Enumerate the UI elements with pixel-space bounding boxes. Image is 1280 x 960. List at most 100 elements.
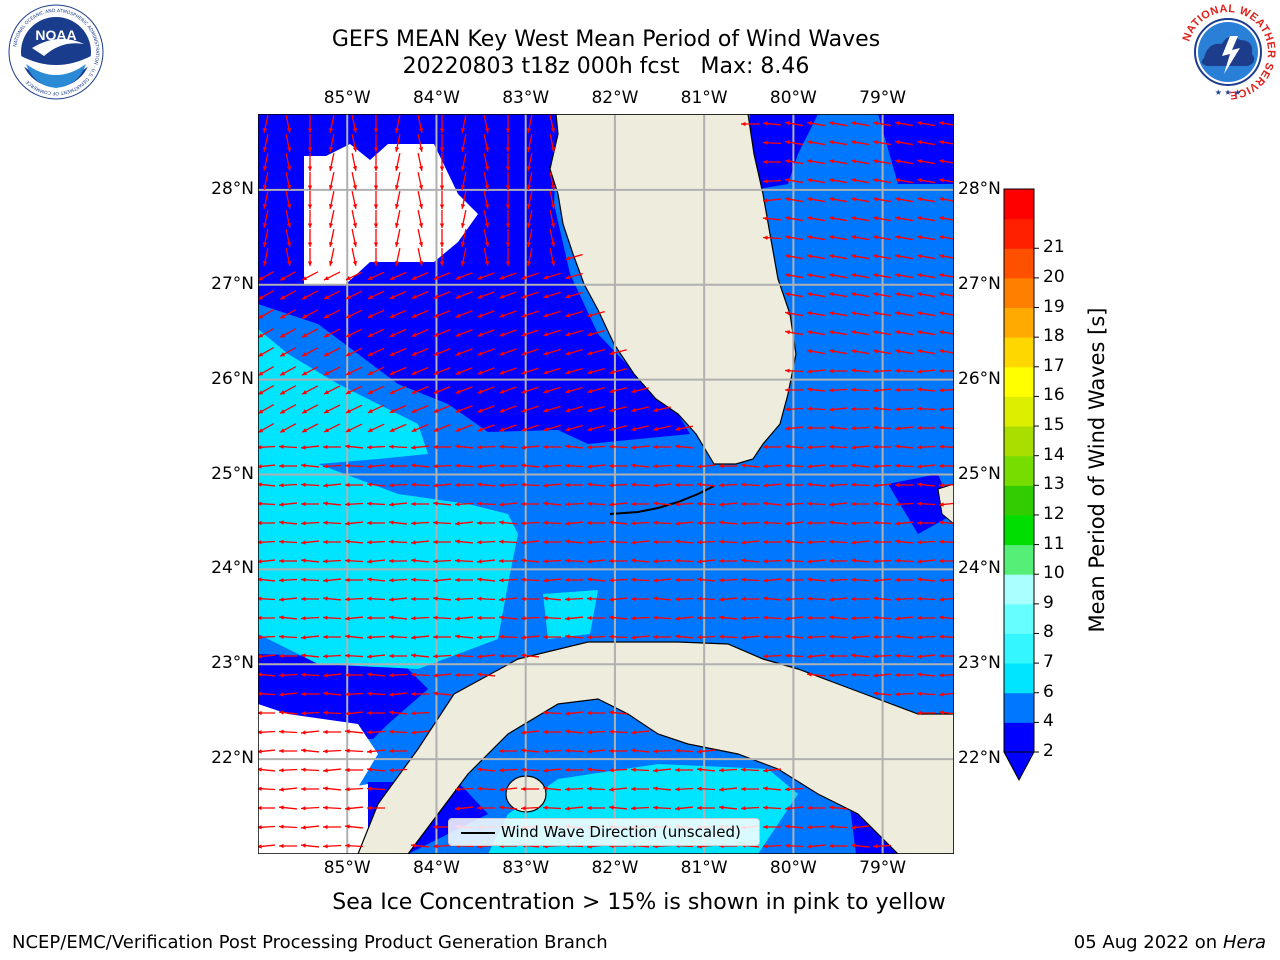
wind-wave-arrow — [410, 635, 430, 640]
lat-tick-left-1: 27°N — [211, 273, 254, 294]
wind-wave-arrow — [674, 502, 694, 507]
wind-wave-arrow — [740, 635, 760, 640]
wind-wave-arrow — [917, 311, 935, 317]
wind-wave-arrow — [587, 615, 605, 621]
wind-wave-arrow — [917, 140, 935, 146]
wind-wave-arrow — [564, 787, 584, 792]
wind-wave-arrow — [784, 558, 804, 563]
period-0-2-region-atlantic-ne — [748, 114, 818, 189]
wind-wave-arrow — [526, 248, 533, 266]
wind-wave-arrow — [477, 520, 495, 526]
map-legend: Wind Wave Direction (unscaled) — [448, 818, 760, 846]
wind-wave-arrow — [542, 615, 562, 620]
wind-wave-arrow — [675, 482, 693, 488]
wind-wave-arrow — [366, 501, 386, 506]
wind-wave-arrow — [433, 634, 451, 640]
wind-wave-arrow — [455, 348, 473, 356]
wind-wave-arrow — [323, 824, 341, 830]
wind-wave-arrow — [652, 596, 672, 601]
wind-wave-arrow — [917, 330, 935, 336]
wind-wave-arrow — [631, 425, 649, 432]
wind-wave-arrow — [258, 270, 275, 282]
wind-wave-arrow — [784, 426, 804, 431]
wind-wave-arrow — [652, 749, 672, 754]
wind-wave-arrow — [828, 483, 848, 488]
wind-wave-arrow — [520, 635, 540, 640]
wind-wave-arrow — [828, 407, 848, 412]
wind-wave-arrow — [505, 153, 511, 171]
wind-wave-arrow — [323, 271, 341, 281]
wind-wave-arrow — [476, 654, 496, 659]
wind-wave-arrow — [477, 291, 495, 299]
wind-wave-arrow — [483, 229, 490, 247]
wind-wave-arrow — [476, 540, 496, 545]
wind-wave-arrow — [829, 292, 847, 298]
wind-wave-arrow — [328, 153, 335, 171]
wind-wave-arrow — [278, 615, 298, 620]
wind-wave-arrow — [323, 539, 341, 545]
wind-wave-arrow — [696, 482, 716, 487]
land-florida — [549, 114, 797, 465]
wind-wave-arrow — [608, 615, 628, 620]
wind-wave-arrow — [608, 768, 628, 773]
wind-wave-arrow — [564, 748, 584, 753]
wind-wave-arrow — [630, 748, 650, 753]
wind-wave-arrow — [894, 521, 914, 526]
wind-wave-arrow — [367, 615, 385, 621]
wind-wave-arrow — [258, 691, 276, 696]
wind-wave-arrow — [674, 463, 694, 468]
wind-wave-arrow — [543, 310, 561, 318]
wind-wave-arrow — [872, 425, 892, 430]
wind-wave-arrow — [873, 140, 891, 146]
wind-wave-arrow — [411, 385, 429, 395]
wind-wave-arrow — [894, 558, 914, 563]
wind-wave-arrow — [916, 501, 936, 506]
wind-wave-arrow — [829, 197, 847, 203]
wind-wave-arrow — [483, 172, 490, 190]
wind-wave-arrow — [432, 520, 452, 525]
wind-wave-arrow — [894, 426, 914, 431]
colorbar-tick-label-5: 9 — [1043, 592, 1054, 613]
colorbar-extend-min — [1003, 751, 1035, 782]
wind-wave-arrow — [394, 191, 401, 209]
wind-wave-arrow — [542, 520, 562, 525]
wind-wave-arrow — [587, 805, 605, 811]
colorbar-tick-label-14: 18 — [1043, 326, 1065, 347]
wind-wave-arrow — [872, 596, 892, 601]
wind-wave-arrow — [873, 235, 891, 241]
wind-wave-arrow — [366, 786, 386, 791]
wind-wave-arrow — [323, 347, 341, 357]
wind-wave-arrow — [411, 309, 429, 319]
colorbar-tick-label-12: 16 — [1043, 385, 1065, 406]
wind-wave-arrow — [785, 178, 803, 184]
wind-wave-arrow — [784, 521, 804, 526]
wind-wave-arrow — [439, 229, 445, 247]
wind-wave-arrow — [916, 672, 936, 677]
wind-wave-arrow — [564, 597, 584, 602]
wind-wave-arrow — [373, 191, 379, 209]
wind-wave-arrow — [762, 501, 782, 506]
wind-wave-arrow — [367, 710, 385, 716]
wind-wave-arrow — [460, 172, 467, 190]
wind-wave-arrow — [477, 805, 495, 811]
wind-wave-arrow — [784, 616, 804, 621]
wind-wave-arrow — [608, 729, 628, 734]
wind-wave-arrow — [806, 482, 826, 487]
lat-tick-left-5: 23°N — [211, 653, 254, 674]
wind-wave-arrow — [301, 328, 319, 338]
wind-wave-arrow — [322, 654, 342, 659]
wind-wave-arrow — [410, 616, 430, 621]
lon-tick-bottom-2: 83°W — [502, 858, 550, 878]
wind-wave-arrow — [916, 596, 936, 601]
wind-wave-arrow — [873, 273, 891, 279]
wind-wave-arrow — [455, 329, 473, 337]
wind-wave-arrow — [719, 463, 737, 469]
wind-wave-arrow — [520, 463, 540, 468]
wind-wave-arrow — [345, 366, 363, 376]
wind-wave-arrow — [477, 405, 495, 413]
wind-wave-arrow — [279, 653, 297, 659]
wind-wave-arrow — [587, 329, 605, 337]
colorbar-tick-label-8: 12 — [1043, 503, 1065, 524]
wind-wave-arrow — [718, 805, 738, 810]
wind-wave-arrow — [521, 272, 539, 280]
